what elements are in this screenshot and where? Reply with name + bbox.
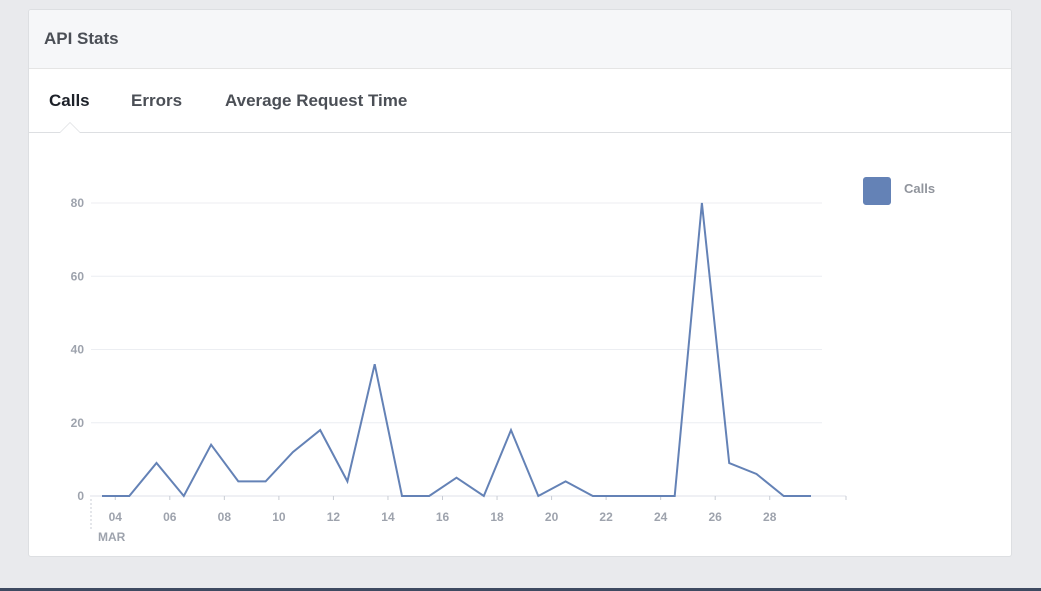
active-tab-caret	[59, 122, 81, 133]
card-title: API Stats	[44, 29, 119, 48]
tab-bar: Calls Errors Average Request Time	[29, 69, 1011, 133]
chart-legend: Calls	[863, 177, 935, 205]
x-tick-label: 06	[163, 510, 177, 524]
y-tick-label: 0	[77, 489, 84, 503]
y-tick-label: 60	[71, 269, 85, 283]
x-tick-label: 26	[709, 510, 723, 524]
x-tick-label: 12	[327, 510, 341, 524]
window-bottom-border	[0, 588, 1041, 591]
x-tick-label: 04	[109, 510, 123, 524]
x-month-label: MAR	[98, 530, 126, 544]
x-tick-label: 14	[381, 510, 395, 524]
x-tick-label: 20	[545, 510, 559, 524]
api-stats-card: API Stats Calls Errors Average Request T…	[28, 9, 1012, 557]
y-tick-label: 20	[71, 416, 85, 430]
tab-errors[interactable]: Errors	[131, 91, 183, 110]
legend-swatch	[863, 177, 891, 205]
x-tick-label: 16	[436, 510, 450, 524]
x-tick-label: 18	[490, 510, 504, 524]
x-tick-label: 22	[599, 510, 613, 524]
x-tick-label: 28	[763, 510, 777, 524]
x-tick-label: 08	[218, 510, 232, 524]
tab-average-request-time[interactable]: Average Request Time	[225, 91, 408, 110]
x-tick-label: 10	[272, 510, 286, 524]
x-tick-label: 24	[654, 510, 668, 524]
legend-label: Calls	[904, 181, 936, 196]
chart-area: 0 20 40 60 80 04 06 08 10 12 14 16 18 20 22 24 26 28 MAR C…	[29, 133, 1011, 556]
y-tick-label: 40	[71, 343, 85, 357]
calls-line-chart: 0 20 40 60 80 04 06 08 10 12 14 16 18 20 22 24 26 28 MAR	[71, 196, 847, 544]
series-line-calls	[102, 202, 811, 498]
y-tick-label: 80	[71, 196, 85, 210]
card-header: API Stats	[29, 10, 1011, 69]
tab-calls[interactable]: Calls	[49, 91, 90, 110]
